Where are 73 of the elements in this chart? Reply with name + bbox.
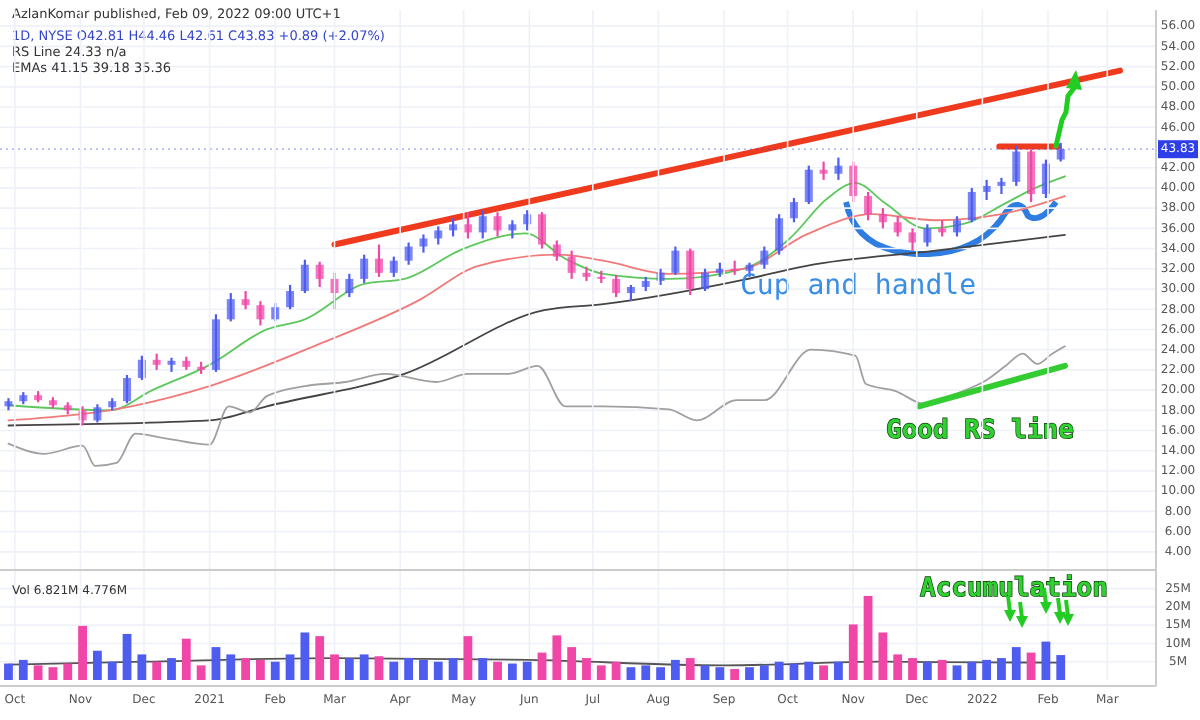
bar	[774, 661, 784, 680]
bar	[730, 669, 740, 680]
bar	[419, 659, 428, 680]
bar	[433, 661, 443, 680]
bar	[715, 667, 725, 680]
bar	[78, 625, 87, 680]
bar	[107, 661, 117, 680]
bar	[330, 654, 339, 680]
bar	[493, 661, 502, 680]
bar	[1011, 647, 1021, 680]
bar	[300, 632, 310, 680]
bar	[285, 654, 295, 680]
bar	[181, 638, 191, 680]
bar	[478, 658, 488, 680]
bar	[611, 661, 621, 680]
bar	[522, 661, 532, 680]
bar	[997, 658, 1006, 680]
bar	[18, 659, 28, 680]
bar	[922, 661, 932, 680]
bar	[374, 656, 384, 680]
bar	[596, 665, 606, 680]
bar	[196, 665, 206, 680]
bar	[819, 665, 828, 680]
bar	[908, 658, 917, 680]
bar	[893, 654, 903, 680]
bar	[582, 658, 591, 680]
bar	[656, 667, 665, 680]
bar	[685, 658, 695, 680]
bar	[537, 652, 547, 680]
bar	[270, 661, 280, 680]
annotation: Accumulation	[920, 574, 1108, 604]
bar	[211, 647, 221, 680]
bar	[759, 665, 769, 680]
bar	[137, 654, 147, 680]
bar	[359, 654, 369, 680]
bar	[982, 659, 992, 680]
bar	[167, 658, 176, 680]
bar	[834, 661, 843, 680]
bar	[1026, 652, 1036, 680]
bar	[863, 595, 873, 680]
bar	[804, 661, 814, 680]
bar	[463, 636, 473, 680]
bar	[389, 661, 399, 680]
bar	[878, 632, 888, 680]
bar	[937, 659, 947, 680]
bar	[952, 665, 962, 680]
bar	[745, 667, 754, 680]
bar	[700, 665, 710, 680]
bar	[567, 647, 577, 680]
bar	[1041, 641, 1051, 680]
bar	[63, 663, 73, 680]
bar	[344, 658, 354, 680]
bar	[404, 658, 414, 680]
bar	[122, 633, 132, 680]
bar	[967, 661, 977, 680]
bar	[1056, 655, 1066, 680]
bar	[226, 654, 236, 680]
bar	[848, 624, 858, 680]
bar	[315, 636, 325, 680]
bar	[670, 659, 680, 680]
bar	[33, 665, 43, 680]
bar	[152, 661, 162, 680]
bar	[507, 663, 517, 680]
bar	[448, 658, 458, 680]
bar	[256, 659, 265, 680]
bar	[552, 635, 562, 680]
bar	[4, 663, 13, 680]
annotation: Good RS line	[886, 416, 1075, 446]
bar	[241, 658, 250, 680]
bar	[48, 667, 58, 680]
bar	[626, 667, 636, 680]
bar	[92, 650, 102, 680]
bar	[641, 665, 651, 680]
